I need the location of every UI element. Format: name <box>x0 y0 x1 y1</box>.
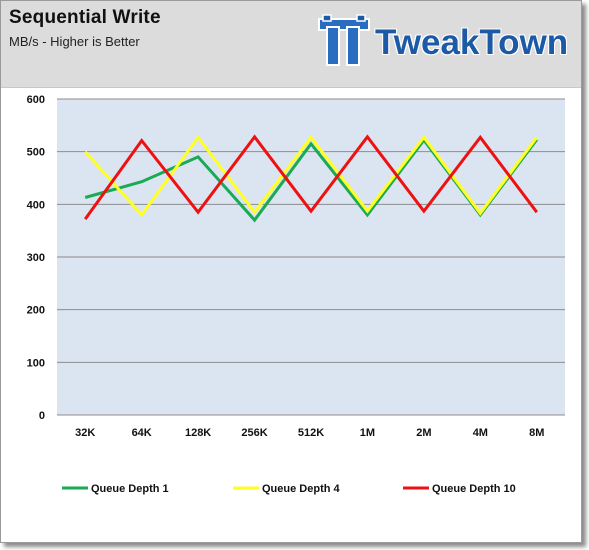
x-tick-label: 512K <box>298 427 324 439</box>
legend-label: Queue Depth 4 <box>262 483 341 495</box>
y-tick-label: 500 <box>27 147 45 159</box>
x-tick-label: 2M <box>416 427 431 439</box>
y-tick-label: 300 <box>27 252 45 264</box>
y-tick-label: 200 <box>27 305 45 317</box>
y-tick-label: 100 <box>27 357 45 369</box>
line-chart: 0 100 200 300 400 500 600 32K 64K 128K 256K 512K 1M… <box>27 94 565 495</box>
x-tick-label: 32K <box>75 427 95 439</box>
x-tick-label: 4M <box>473 427 488 439</box>
x-tick-label: 128K <box>185 427 211 439</box>
chart-header: Sequential Write MB/s - Higher is Better… <box>1 1 581 88</box>
chart-subtitle: MB/s - Higher is Better <box>9 34 140 49</box>
x-tick-label: 256K <box>241 427 267 439</box>
x-tick-label: 1M <box>360 427 375 439</box>
y-axis-ticks: 0 100 200 300 400 500 600 <box>27 94 45 422</box>
legend-label: Queue Depth 1 <box>91 483 169 495</box>
series-line-3 <box>83 134 538 220</box>
gridlines <box>57 98 565 416</box>
tweaktown-logo: TweakTown <box>317 13 577 69</box>
tweaktown-logo-icon <box>318 14 370 66</box>
y-tick-label: 400 <box>27 199 45 211</box>
legend-label: Queue Depth 10 <box>432 483 516 495</box>
chart-frame: Sequential Write MB/s - Higher is Better… <box>0 0 582 543</box>
legend: Queue Depth 1 Queue Depth 4 Queue Depth 10 <box>62 483 516 495</box>
x-tick-label: 64K <box>132 427 152 439</box>
series-lines <box>83 134 539 223</box>
logo-wordmark: TweakTown <box>375 23 569 62</box>
x-tick-label: 8M <box>529 427 544 439</box>
chart-title: Sequential Write <box>9 7 161 28</box>
y-tick-label: 0 <box>39 410 45 422</box>
series-line-2 <box>84 134 539 218</box>
x-axis-ticks: 32K 64K 128K 256K 512K 1M 2M 4M 8M <box>75 427 544 439</box>
y-tick-label: 600 <box>27 94 45 106</box>
